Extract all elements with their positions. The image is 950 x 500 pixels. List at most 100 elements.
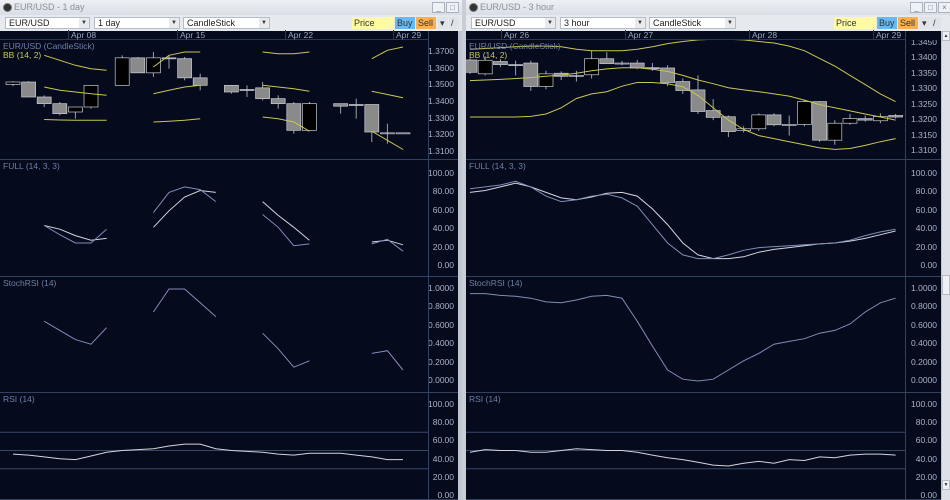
tick-label: 1.3300 (911, 83, 937, 94)
draw-tool-icon[interactable]: / (931, 17, 941, 29)
window-title: EUR/USD - 3 hour (480, 2, 555, 12)
value-axis[interactable]: 100.00 80.00 60.00 40.00 20.00 0.00 (905, 393, 941, 500)
candle (114, 55, 130, 86)
rsi-pane[interactable]: RSI (14) (0, 393, 428, 500)
candle-body (161, 57, 177, 60)
maximize-button[interactable]: □ (924, 2, 937, 13)
candle-body (395, 132, 411, 135)
chevron-down-icon[interactable]: ▼ (79, 18, 89, 28)
chevron-down-icon[interactable]: ▼ (545, 18, 555, 28)
bb-lower-line (44, 116, 404, 150)
price-pane[interactable]: EUR/USD (CandleStick) BB (14, 2) (466, 40, 905, 160)
price-pane[interactable]: EUR/USD (CandleStick) BB (14, 2) (0, 40, 428, 160)
candle (690, 75, 706, 114)
value-axis[interactable]: 1.0000 0.8000 0.6000 0.4000 0.2000 0.0000 (428, 277, 458, 393)
tick-label: 1.3500 (428, 79, 454, 90)
value-axis[interactable]: 1.3450 1.3400 1.3350 1.3300 1.3250 1.3200 1.31… (905, 40, 941, 160)
symbol-value: EUR/USD (475, 18, 516, 28)
symbol-value: EUR/USD (9, 18, 50, 28)
tick-label: 1.3400 (911, 52, 937, 63)
tick-label: 0.6000 (428, 319, 454, 330)
scroll-up-button[interactable]: ▲ (942, 31, 950, 41)
date-label: Apr 15 (177, 30, 205, 40)
candle (842, 113, 858, 125)
candle (146, 52, 161, 77)
tick-label: 60.00 (915, 204, 937, 215)
chart-type-select[interactable]: CandleStick ▼ (183, 17, 270, 29)
candle (192, 73, 208, 91)
dropdown-menu-icon[interactable]: ▾ (438, 17, 448, 29)
window-title: EUR/USD - 1 day (14, 2, 85, 12)
scroll-thumb[interactable] (942, 275, 950, 295)
rsi-pane[interactable]: RSI (14) (466, 393, 905, 500)
candle-body (842, 118, 858, 124)
chevron-down-icon[interactable]: ▼ (635, 18, 645, 28)
candle (36, 95, 52, 107)
candle (333, 103, 348, 114)
candle-body (751, 114, 767, 130)
candle (21, 81, 36, 98)
close-button[interactable]: × (938, 2, 950, 13)
chevron-down-icon[interactable]: ▼ (725, 18, 735, 28)
pane-label: StochRSI (14) (469, 278, 523, 288)
tick-label: 0.4000 (911, 338, 937, 349)
dropdown-menu-icon[interactable]: ▾ (920, 17, 930, 29)
candle-body (857, 118, 873, 121)
tick-label: 20.00 (915, 471, 937, 482)
candle (857, 115, 873, 122)
value-axis[interactable]: 100.00 80.00 60.00 40.00 20.00 0.00 (905, 160, 941, 277)
pane-label: StochRSI (14) (3, 278, 57, 288)
value-axis[interactable]: 1.3700 1.3600 1.3500 1.3400 1.3300 1.3200 1.31… (428, 40, 458, 160)
tick-label: 60.00 (432, 435, 454, 446)
value-axis[interactable]: 100.00 80.00 60.00 40.00 20.00 0.00 (428, 160, 458, 277)
full-stochastic-pane[interactable]: FULL (14, 3, 3) (466, 160, 905, 277)
candle-body (333, 103, 348, 107)
symbol-select[interactable]: EUR/USD ▼ (471, 17, 556, 29)
scroll-down-button[interactable]: ▼ (942, 480, 950, 490)
candle-body (721, 116, 736, 132)
candle (584, 50, 599, 79)
chevron-down-icon[interactable]: ▼ (259, 18, 269, 28)
chevron-down-icon[interactable]: ▼ (169, 18, 179, 28)
candle-body (114, 57, 130, 86)
maximize-button[interactable]: □ (446, 2, 459, 13)
window-titlebar[interactable]: EUR/USD - 1 day _ □ (0, 0, 462, 15)
tick-label: 0.8000 (911, 301, 937, 312)
candle-body (660, 67, 675, 83)
candle-body (827, 122, 843, 141)
buy-button[interactable]: Buy (877, 17, 897, 29)
chart-toolbar: EUR/USD▼ 3 hour▼ CandleStick▼ Price Box … (466, 15, 950, 40)
minimize-button[interactable]: _ (910, 2, 923, 13)
interval-select[interactable]: 1 day ▼ (94, 17, 180, 29)
chart-window-3hour: EUR/USD - 3 hour _ □ × EUR/USD ▼ 3 hour ▼ … (466, 0, 950, 500)
candle (675, 78, 691, 94)
draw-tool-icon[interactable]: / (449, 17, 459, 29)
stochrsi-pane[interactable]: StochRSI (14) (0, 277, 428, 393)
sell-button[interactable]: Sell (416, 17, 436, 29)
candle-body (614, 62, 630, 65)
stochrsi-pane[interactable]: StochRSI (14) (466, 277, 905, 393)
full-stochastic-pane[interactable]: FULL (14, 3, 3) (0, 160, 428, 277)
minimize-button[interactable]: _ (432, 2, 445, 13)
vertical-scrollbar[interactable]: ▲ ▼ (942, 31, 950, 500)
symbol-select[interactable]: EUR/USD ▼ (5, 17, 90, 29)
buy-button[interactable]: Buy (395, 17, 415, 29)
tick-label: 1.3300 (428, 112, 454, 123)
chart-type-select[interactable]: CandleStick ▼ (649, 17, 736, 29)
window-titlebar[interactable]: EUR/USD - 3 hour _ □ × (466, 0, 950, 15)
candle (888, 113, 903, 119)
tick-label: 0.4000 (428, 338, 454, 349)
price-box-button[interactable]: Price Box (352, 17, 394, 40)
candle (766, 113, 782, 127)
candle-body (83, 84, 99, 108)
interval-select[interactable]: 3 hour ▼ (560, 17, 646, 29)
price-box-button[interactable]: Price Box (834, 17, 876, 40)
candle-body (302, 103, 317, 131)
value-axis[interactable]: 100.00 80.00 60.00 40.00 20.00 0.00 (428, 393, 458, 500)
sell-button[interactable]: Sell (898, 17, 918, 29)
date-label: Apr 26 (501, 30, 529, 40)
date-label: Apr 28 (749, 30, 777, 40)
bollinger-label: BB (14, 2) (469, 50, 508, 60)
value-axis[interactable]: 1.0000 0.8000 0.6000 0.4000 0.2000 0.0000 (905, 277, 941, 393)
candle (523, 60, 539, 91)
